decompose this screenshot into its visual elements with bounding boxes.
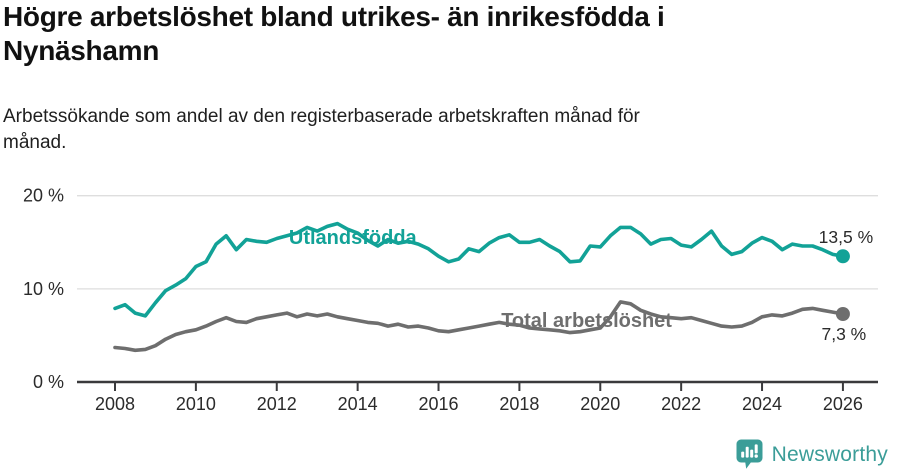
x-axis-tick-label: 2010: [176, 394, 216, 414]
series-end-dot-total-arbetsl-shet: [835, 307, 850, 322]
series-end-dot-utlandsf-dda: [835, 249, 850, 264]
x-axis-tick-label: 2022: [661, 394, 701, 414]
value-label: 7,3 %: [821, 324, 866, 344]
x-axis-tick-label: 2020: [580, 394, 620, 414]
series-label: Utlandsfödda: [289, 227, 418, 249]
page-title: Högre arbetslöshet bland utrikes- än inr…: [3, 1, 665, 67]
x-axis-tick-label: 2008: [95, 394, 135, 414]
brand-logo: Newsworthy: [736, 439, 888, 470]
series-line-utlandsf-dda: [113, 221, 845, 318]
x-axis-tick-label: 2014: [338, 394, 378, 414]
x-axis-tick-label: 2024: [742, 394, 782, 414]
x-axis-tick-label: 2026: [823, 394, 863, 414]
value-label: 13,5 %: [819, 227, 873, 247]
page-subtitle: Arbetssökande som andel av den registerb…: [3, 106, 640, 154]
x-axis-tick-label: 2012: [257, 394, 297, 414]
y-axis-tick-label: 0 %: [33, 372, 64, 392]
y-axis-tick-label: 20 %: [23, 186, 64, 206]
x-axis-tick-label: 2016: [418, 394, 458, 414]
newsworthy-icon: [736, 439, 763, 469]
series-label: Total arbetslöshet: [501, 310, 672, 332]
x-axis-tick-label: 2018: [499, 394, 539, 414]
series-line-total-arbetsl-shet: [113, 300, 845, 353]
y-axis-tick-label: 10 %: [23, 279, 64, 299]
brand-name: Newsworthy: [771, 442, 888, 466]
